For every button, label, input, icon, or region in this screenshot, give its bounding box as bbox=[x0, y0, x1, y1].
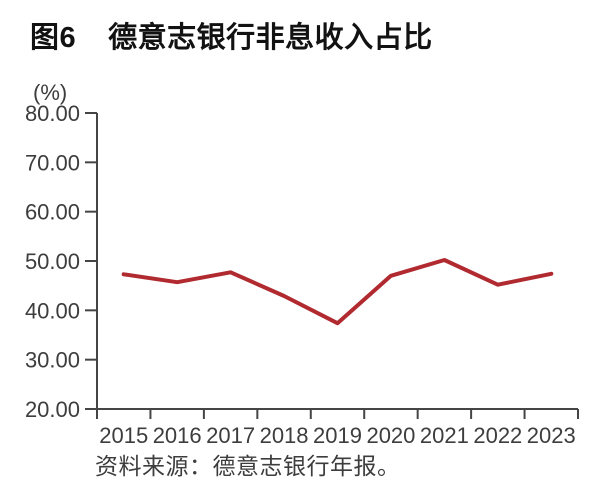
x-axis-ticks bbox=[96, 409, 579, 419]
x-tick-label: 2023 bbox=[527, 423, 576, 448]
figure-title: 图6 德意志银行非息收入占比 bbox=[30, 14, 433, 56]
y-tick-label: 30.00 bbox=[25, 348, 80, 373]
y-tick-label: 50.00 bbox=[25, 249, 80, 274]
source-note: 资料来源：德意志银行年报。 bbox=[95, 453, 401, 479]
y-axis-labels: 80.00 70.00 60.00 50.00 40.00 30.00 20.00 bbox=[25, 101, 80, 422]
data-series-line bbox=[121, 258, 554, 326]
x-tick-label: 2015 bbox=[99, 423, 148, 448]
x-axis-labels: 2015 2016 2017 2018 2019 2020 2021 2022 2023 bbox=[99, 423, 576, 448]
x-tick-label: 2020 bbox=[366, 423, 415, 448]
y-tick-label: 60.00 bbox=[25, 200, 80, 225]
figure-title-text: 德意志银行非息收入占比 bbox=[108, 22, 433, 54]
chart-axes bbox=[96, 113, 578, 410]
y-tick-label: 70.00 bbox=[25, 150, 80, 175]
x-tick-label: 2019 bbox=[313, 423, 362, 448]
x-tick-label: 2018 bbox=[260, 423, 309, 448]
x-tick-label: 2016 bbox=[153, 423, 202, 448]
y-tick-label: 80.00 bbox=[25, 101, 80, 126]
y-tick-label: 40.00 bbox=[25, 298, 80, 323]
y-axis-unit-label: (%) bbox=[33, 80, 67, 105]
x-tick-label: 2022 bbox=[473, 423, 522, 448]
y-axis-ticks bbox=[85, 112, 97, 410]
y-tick-label: 20.00 bbox=[25, 397, 80, 422]
figure-number-label: 图6 bbox=[30, 22, 77, 54]
x-tick-label: 2021 bbox=[420, 423, 469, 448]
x-tick-label: 2017 bbox=[206, 423, 255, 448]
